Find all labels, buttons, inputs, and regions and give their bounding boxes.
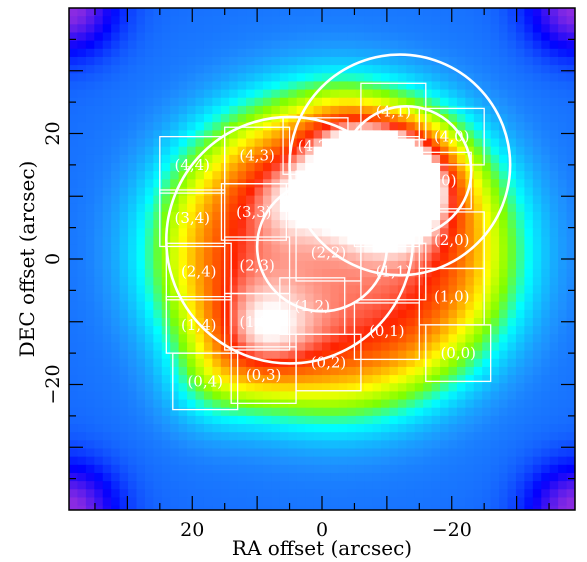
box-3-3: (3,3) bbox=[220, 183, 287, 241]
box-1-1: (1,1) bbox=[360, 242, 427, 301]
box-3-0-label: (3,0) bbox=[421, 172, 457, 190]
beam-circle-1 bbox=[165, 115, 415, 365]
box-1-2-label: (1,2) bbox=[294, 297, 330, 315]
box-0-4: (0,4) bbox=[172, 352, 239, 411]
box-2-0-label: (2,0) bbox=[434, 231, 470, 249]
box-3-1-label: (3,1) bbox=[369, 156, 405, 174]
box-0-0: (0,0) bbox=[425, 324, 492, 383]
axis-ticks: 20 0 −20 20 0 −20 bbox=[42, 8, 575, 541]
box-0-2-label: (0,2) bbox=[311, 354, 347, 372]
box-0-1-label: (0,1) bbox=[369, 322, 405, 340]
beam-overlays: (4,4) (4,3) (4,2) (4,1) (4,0) (3,4) (3,3) (3,2)… bbox=[159, 53, 512, 411]
box-2-4: (2,4) bbox=[165, 242, 232, 301]
box-3-2: (3,2) bbox=[295, 170, 362, 229]
y-tick-label: 20 bbox=[42, 121, 64, 145]
box-2-4-label: (2,4) bbox=[181, 263, 217, 281]
box-3-4-label: (3,4) bbox=[174, 209, 210, 227]
box-4-1-label: (4,1) bbox=[376, 103, 412, 121]
x-tick-label: 0 bbox=[316, 519, 328, 541]
y-axis-label: DEC offset (arcsec) bbox=[15, 161, 39, 358]
box-1-3-label: (1,3) bbox=[239, 313, 275, 331]
box-1-1-label: (1,1) bbox=[376, 263, 412, 281]
y-tick-label: −20 bbox=[42, 364, 64, 404]
box-0-4-label: (0,4) bbox=[187, 372, 223, 390]
box-4-3-label: (4,3) bbox=[239, 146, 275, 164]
box-0-3-label: (0,3) bbox=[246, 366, 282, 384]
box-3-2-label: (3,2) bbox=[311, 190, 347, 208]
box-3-0: (3,0) bbox=[405, 151, 472, 210]
box-4-4-label: (4,4) bbox=[174, 156, 210, 174]
x-axis-label: RA offset (arcsec) bbox=[232, 536, 412, 560]
y-tick-label: 0 bbox=[42, 253, 64, 265]
box-3-1: (3,1) bbox=[353, 135, 420, 194]
box-4-0-label: (4,0) bbox=[434, 128, 470, 146]
box-3-4: (3,4) bbox=[159, 189, 226, 248]
box-2-3-label: (2,3) bbox=[239, 256, 275, 274]
box-1-0-label: (1,0) bbox=[434, 288, 470, 306]
box-0-0-label: (0,0) bbox=[440, 344, 476, 362]
box-1-4-label: (1,4) bbox=[181, 316, 217, 334]
box-4-2: (4,2) bbox=[282, 117, 349, 175]
box-0-2: (0,2) bbox=[295, 333, 362, 392]
box-2-2-label: (2,2) bbox=[311, 244, 347, 262]
box-4-2-label: (4,2) bbox=[298, 137, 334, 155]
box-3-3-label: (3,3) bbox=[236, 203, 272, 221]
x-tick-label: 20 bbox=[180, 519, 204, 541]
box-2-1-label: (2,1) bbox=[369, 209, 405, 227]
box-1-3: (1,3) bbox=[224, 292, 291, 351]
box-0-1: (0,1) bbox=[353, 302, 420, 361]
box-4-1: (4,1) bbox=[360, 82, 427, 141]
x-tick-label: −20 bbox=[432, 519, 472, 541]
